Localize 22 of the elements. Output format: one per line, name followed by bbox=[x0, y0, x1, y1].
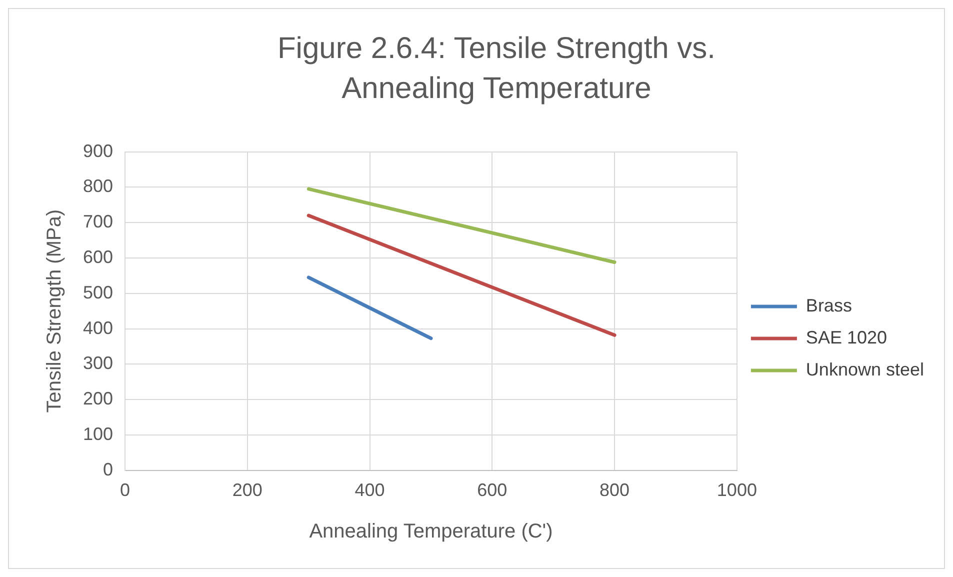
y-tick-label: 500 bbox=[82, 282, 114, 302]
y-tick-label: 300 bbox=[82, 353, 114, 374]
chart-title: Figure 2.6.4: Tensile Strength vs. Annealing Temperature bbox=[276, 31, 717, 107]
x-tick-label: 1000 bbox=[716, 480, 757, 500]
y-tick-label: 0 bbox=[103, 459, 114, 480]
y-tick-label: 200 bbox=[82, 388, 114, 409]
y-tick-label: 400 bbox=[82, 318, 114, 338]
x-tick-label: 800 bbox=[600, 480, 630, 500]
x-tick-label: 400 bbox=[354, 480, 385, 500]
y-tick-label: 700 bbox=[82, 212, 114, 232]
x-tick-label: 600 bbox=[477, 480, 508, 500]
y-tick-label: 900 bbox=[82, 140, 114, 161]
legend-label: Brass bbox=[806, 295, 852, 316]
x-axis-title: Annealing Temperature (C') bbox=[309, 520, 553, 543]
y-axis-title: Tensile Strength (MPa) bbox=[44, 209, 66, 413]
x-tick-label: 200 bbox=[232, 480, 262, 500]
y-tick-label: 800 bbox=[82, 176, 114, 196]
x-tick-label: 0 bbox=[120, 480, 130, 500]
legend-label: Unknown steel bbox=[806, 359, 924, 380]
y-tick-label: 600 bbox=[82, 246, 114, 267]
y-tick-label: 100 bbox=[82, 424, 114, 444]
legend-label: SAE 1020 bbox=[806, 327, 887, 348]
